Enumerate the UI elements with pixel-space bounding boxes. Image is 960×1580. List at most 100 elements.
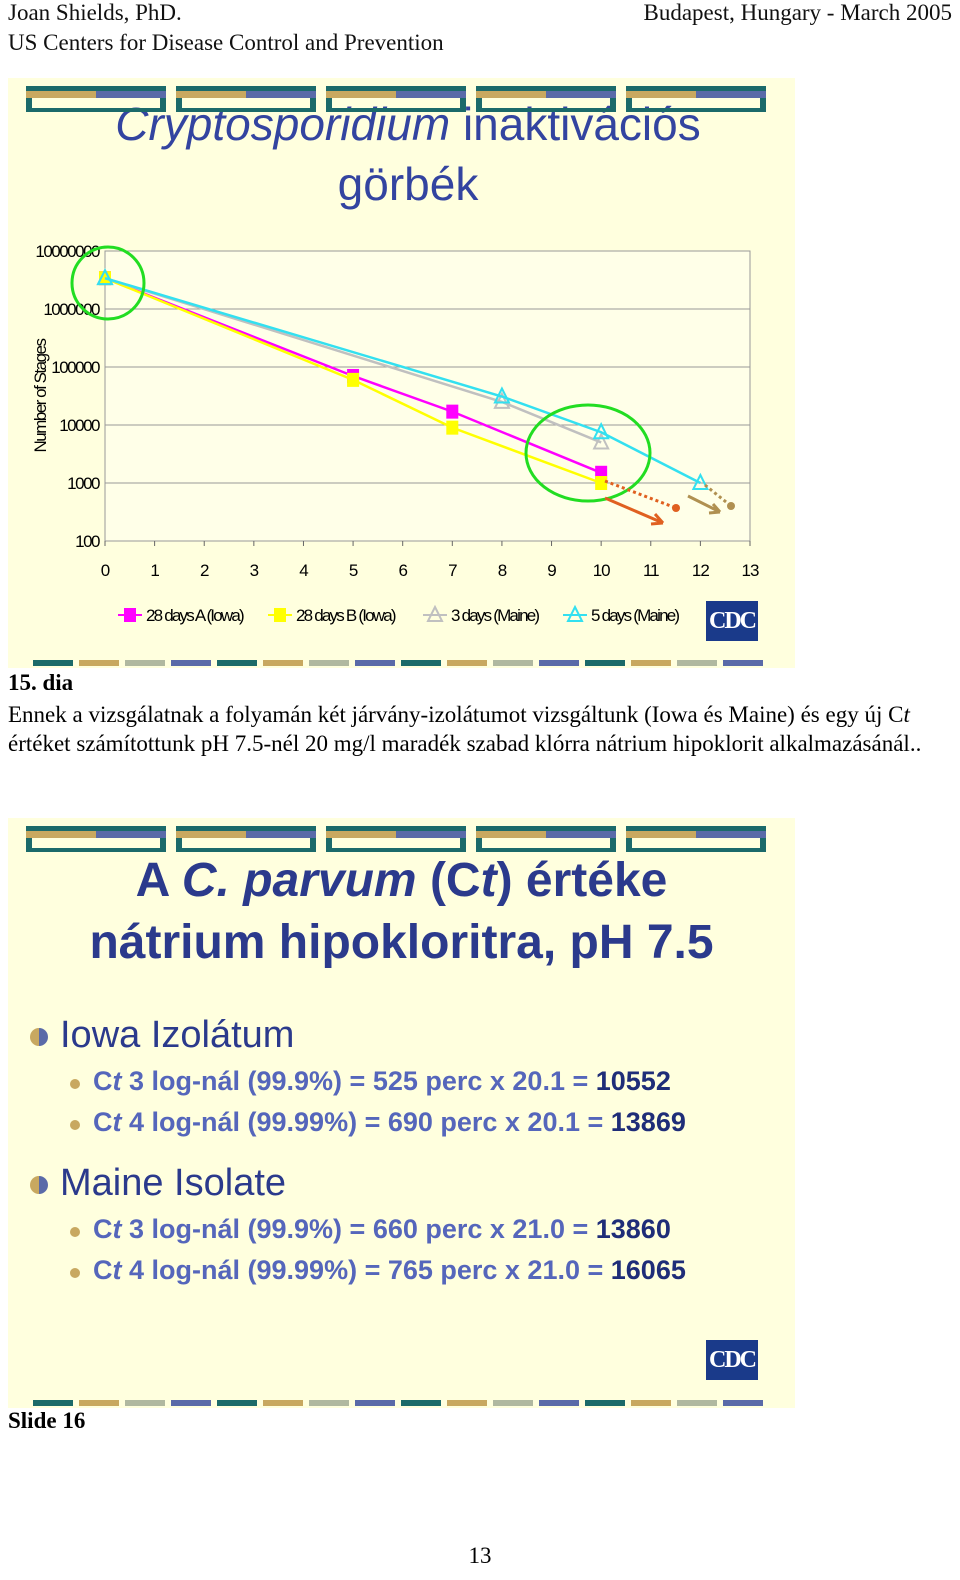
deco-bar	[176, 108, 316, 112]
title-part: A	[135, 854, 182, 907]
deco-bar	[176, 91, 246, 98]
slide-title: A C. parvum (Ct) értéke	[8, 850, 795, 912]
deco-bar	[696, 91, 766, 98]
deco-bar	[626, 831, 696, 838]
y-tick-label: 10000	[59, 416, 100, 435]
section-heading: Maine Isolate	[60, 1162, 287, 1204]
deco-bar	[326, 831, 396, 838]
deco-bar	[326, 826, 466, 831]
marker	[426, 604, 444, 622]
bullet-item: Ct 4 log-nál (99.99%) = 690 perc x 20.1 …	[93, 1107, 686, 1138]
deco-bar	[33, 660, 73, 666]
deco-bar	[631, 1400, 671, 1406]
marker	[274, 608, 286, 622]
section-icon	[30, 1176, 48, 1194]
deco-bar	[160, 838, 166, 852]
deco-bar	[476, 91, 546, 98]
item-value: 10552	[595, 1066, 671, 1096]
highlight-circle	[70, 245, 146, 321]
extension-end	[727, 502, 735, 510]
deco-bar	[326, 848, 466, 852]
deco-bar	[246, 91, 316, 98]
deco-bar	[160, 98, 166, 112]
legend-label: 5 days (Maine)	[591, 606, 679, 625]
deco-bar	[176, 98, 182, 112]
x-tick-label: 12	[692, 561, 709, 580]
bullet-item: Ct 4 log-nál (99.99%) = 765 perc x 21.0 …	[93, 1255, 686, 1286]
deco-bar	[26, 108, 166, 112]
deco-bar	[176, 826, 316, 831]
x-tick-label: 6	[398, 561, 407, 580]
deco-bar	[493, 660, 533, 666]
deco-bar	[396, 91, 466, 98]
deco-bar	[326, 838, 332, 852]
deco-bar	[476, 826, 616, 831]
deco-bar	[355, 660, 395, 666]
item-part: 4 log-nál (99.99%) = 765 perc x 21.0 =	[121, 1255, 611, 1285]
deco-bar	[26, 848, 166, 852]
deco-bar	[723, 660, 763, 666]
arrow	[604, 496, 665, 526]
x-tick-label: 9	[547, 561, 556, 580]
deco-bar	[476, 831, 546, 838]
deco-bar	[26, 91, 96, 98]
marker	[96, 267, 114, 286]
deco-bar	[176, 838, 182, 852]
bullet	[70, 1120, 80, 1130]
author: Joan Shields, PhD.	[8, 0, 182, 25]
x-tick-label: 1	[150, 561, 159, 580]
deco-bar	[626, 826, 766, 831]
deco-bar	[326, 86, 466, 91]
caption-part: értéket számítottunk pH 7.5-nél 20 mg/l …	[8, 731, 922, 756]
x-tick-label: 4	[299, 561, 308, 580]
deco-bar	[460, 98, 466, 112]
deco-bar	[309, 660, 349, 666]
title-part: (C	[416, 854, 481, 907]
item-part: C	[93, 1255, 113, 1285]
item-part: C	[93, 1107, 113, 1137]
organization: US Centers for Disease Control and Preve…	[8, 30, 444, 55]
deco-bar	[396, 831, 466, 838]
y-tick-label: 100000	[51, 358, 100, 377]
deco-bar	[610, 838, 616, 852]
deco-bar	[626, 86, 766, 91]
deco-bar	[447, 1400, 487, 1406]
bullet	[70, 1268, 80, 1278]
bullet	[70, 1227, 80, 1237]
deco-bar	[79, 660, 119, 666]
deco-bar	[760, 838, 766, 852]
marker	[566, 604, 584, 622]
marker	[592, 422, 610, 440]
deco-bar	[355, 1400, 395, 1406]
y-tick-label: 100	[75, 532, 100, 551]
deco-bar	[125, 660, 165, 666]
x-tick-label: 5	[349, 561, 358, 580]
deco-bar	[677, 1400, 717, 1406]
bullet	[70, 1079, 80, 1089]
marker	[691, 472, 710, 490]
deco-bar	[26, 831, 96, 838]
plot-area	[104, 250, 751, 542]
section-heading: Iowa Izolátum	[60, 1014, 295, 1056]
slide-label: Slide 16	[8, 1408, 86, 1433]
deco-bar	[546, 831, 616, 838]
deco-bar	[310, 98, 316, 112]
logo: CDC	[706, 1340, 758, 1380]
marker	[592, 432, 610, 450]
deco-bar	[96, 91, 166, 98]
slide-2: A C. parvum (Ct) értéke nátrium hipoklor…	[8, 818, 795, 1408]
deco-bar	[246, 831, 316, 838]
slide-1: Cryptosporidium inaktivációs görbék Numb…	[8, 78, 795, 668]
deco-bar	[585, 1400, 625, 1406]
arrow	[687, 494, 722, 515]
item-value: 13869	[610, 1107, 686, 1137]
item-part: C	[93, 1214, 113, 1244]
deco-bar	[476, 86, 616, 91]
x-tick-label: 13	[742, 561, 759, 580]
deco-bar	[696, 831, 766, 838]
deco-bar	[626, 838, 632, 852]
item-part: t	[112, 1214, 122, 1244]
deco-bar	[401, 660, 441, 666]
deco-bar	[539, 1400, 579, 1406]
